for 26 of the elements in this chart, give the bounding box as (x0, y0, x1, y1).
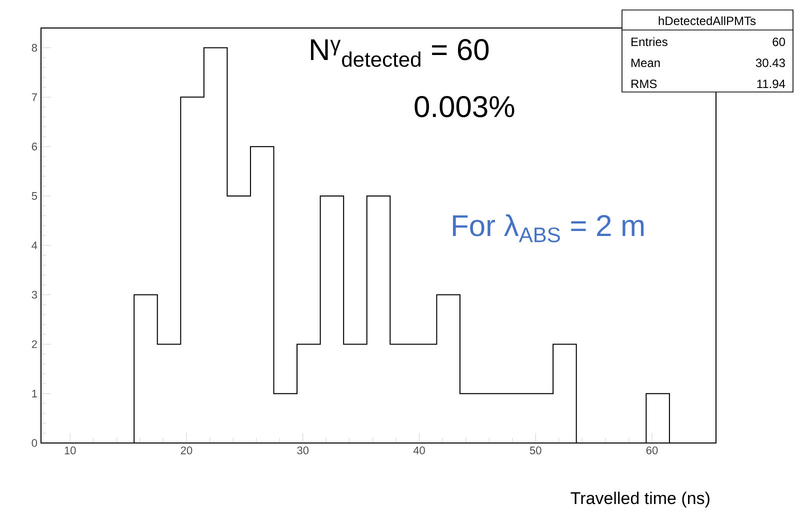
y-tick-label: 3 (32, 290, 38, 299)
text: 30.43 (756, 58, 785, 68)
text: 60 (772, 38, 786, 46)
y-tick-label: 1 (32, 390, 37, 398)
text: 11.94 (757, 80, 786, 88)
y-tick-label: 5 (32, 192, 38, 200)
annotation: For λ$_{ABS}$ = 2 m (452, 214, 644, 242)
x-tick-label: 30 (297, 446, 309, 454)
annotation: 0.003% (414, 96, 514, 118)
text: hDetectedAllPMTs (658, 16, 756, 26)
x-tick-label: 40 (413, 446, 425, 454)
y-tick-label: 7 (32, 93, 37, 101)
annotation: Entries (632, 37, 668, 46)
y-tick-label: 2 (32, 340, 37, 348)
x-tick-label: 60 (646, 446, 658, 454)
y-tick-label: 0 (32, 439, 38, 447)
x-tick-label: 20 (180, 446, 192, 454)
annotation: Mean (632, 58, 660, 68)
annotation: N$^{γ}$$_{detected}$ = 60 (310, 39, 489, 67)
y-tick-label: 8 (32, 44, 38, 52)
annotation: RMS (632, 80, 657, 88)
x-tick-label: 50 (530, 446, 542, 454)
x-axis-title: Travelled time (ns) (570, 492, 710, 508)
y-tick-label: 6 (32, 142, 38, 150)
x-tick-label: 10 (64, 446, 76, 454)
y-tick-label: 4 (32, 242, 38, 250)
